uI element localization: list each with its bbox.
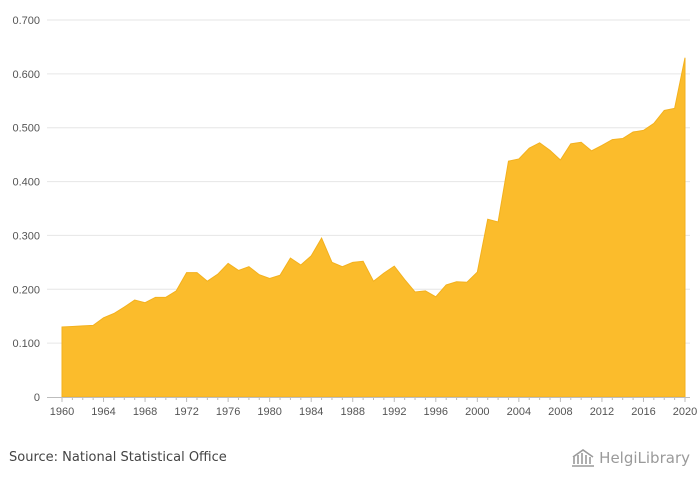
x-tick-label: 2012 — [590, 406, 614, 418]
y-tick-label: 0.700 — [12, 15, 40, 27]
x-tick-label: 1988 — [340, 406, 364, 418]
x-tick-label: 2000 — [465, 406, 489, 418]
x-tick-label: 1976 — [216, 406, 240, 418]
x-tick-label: 1968 — [133, 406, 157, 418]
x-tick-label: 1980 — [257, 406, 281, 418]
x-tick-label: 2020 — [673, 406, 697, 418]
y-tick-label: 0.600 — [12, 69, 40, 81]
x-tick-label: 1972 — [174, 406, 198, 418]
x-tick-label: 2008 — [548, 406, 572, 418]
area-series — [61, 57, 686, 398]
x-tick-label: 1984 — [299, 406, 323, 418]
y-tick-label: 0 — [34, 392, 40, 404]
y-axis: 0 0.100 0.200 0.300 0.400 0.500 0.600 0.700 — [12, 15, 40, 404]
y-tick-label: 0.300 — [12, 230, 40, 242]
area-series-fill — [61, 57, 686, 398]
library-building-icon — [571, 449, 595, 467]
brand-logo: HelgiLibrary — [571, 448, 690, 468]
brand-name: HelgiLibrary — [599, 449, 690, 467]
x-tick-label: 1964 — [91, 406, 115, 418]
x-tick-label: 1960 — [50, 406, 74, 418]
source-note: Source: National Statistical Office — [9, 450, 227, 465]
y-tick-label: 0.400 — [12, 177, 40, 189]
y-tick-label: 0.500 — [12, 123, 40, 135]
x-tick-label: 1992 — [382, 406, 406, 418]
x-axis: 1960 1964 1968 1972 1976 1980 1984 1988 1992 1996… — [47, 397, 697, 418]
x-tick-label: 1996 — [424, 406, 448, 418]
area-chart: 0 0.100 0.200 0.300 0.400 0.500 0.600 0.700 196… — [12, 15, 697, 418]
x-tick-label: 2004 — [507, 406, 531, 418]
x-tick-label: 2016 — [631, 406, 655, 418]
y-tick-label: 0.100 — [12, 338, 40, 350]
y-tick-label: 0.200 — [12, 284, 40, 296]
grid-lines — [47, 19, 690, 344]
